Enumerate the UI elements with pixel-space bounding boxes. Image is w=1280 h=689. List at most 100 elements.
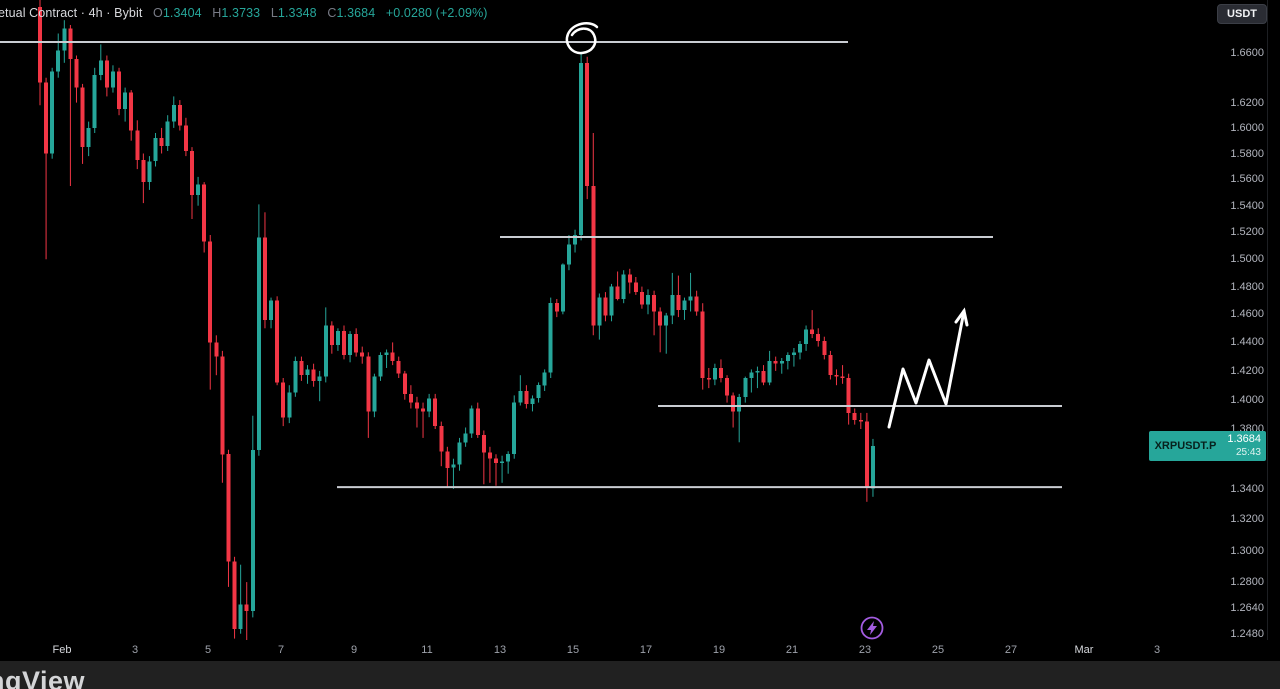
candle xyxy=(706,368,711,389)
candle xyxy=(384,349,389,368)
candle xyxy=(129,90,134,141)
time-tick-label: 13 xyxy=(493,644,507,656)
candle xyxy=(858,412,863,429)
candle xyxy=(725,375,730,403)
candle xyxy=(366,352,371,438)
candle xyxy=(165,115,170,151)
candle xyxy=(92,67,97,133)
candle xyxy=(846,373,851,425)
price-tick-label: 1.2800 xyxy=(1230,576,1264,588)
candle xyxy=(500,455,505,483)
candle xyxy=(342,325,346,360)
candle xyxy=(269,297,274,329)
candle xyxy=(153,133,158,167)
price-tick-label: 1.4600 xyxy=(1230,308,1264,320)
candle xyxy=(597,293,602,340)
lightning-bolt-icon[interactable] xyxy=(860,616,884,640)
scribble-circle-drawing[interactable] xyxy=(565,21,599,55)
candle xyxy=(712,363,717,386)
candle xyxy=(664,312,669,354)
candle xyxy=(348,331,353,363)
candle xyxy=(287,385,292,424)
candle xyxy=(244,582,249,640)
price-tick-label: 1.3400 xyxy=(1230,483,1264,495)
candle xyxy=(487,446,492,483)
price-tick-label: 1.5200 xyxy=(1230,226,1264,238)
time-tick-label: 15 xyxy=(566,644,580,656)
candle xyxy=(494,454,498,486)
low-label: L xyxy=(270,6,278,20)
symbol-title[interactable]: etual Contract · 4h · Bybit xyxy=(0,6,143,20)
candle xyxy=(718,359,723,383)
candle xyxy=(275,296,280,386)
candle xyxy=(226,449,231,587)
candle xyxy=(378,352,383,381)
candle xyxy=(700,303,705,390)
candle xyxy=(299,356,304,381)
candle xyxy=(98,44,103,81)
candle xyxy=(427,393,432,418)
candle xyxy=(281,378,286,427)
candlestick-chart-canvas[interactable] xyxy=(0,0,1280,640)
candle xyxy=(573,229,578,253)
candle xyxy=(177,100,182,131)
candle xyxy=(621,270,626,304)
candle xyxy=(196,176,201,206)
candle xyxy=(804,325,809,351)
time-scale[interactable]: Feb 3 5 7 9 11 13 15 17 19 21 23 25 27 Mar 3 xyxy=(0,640,1280,661)
currency-toggle-button[interactable]: USDT xyxy=(1217,4,1267,24)
time-tick-label: 17 xyxy=(639,644,653,656)
time-tick-label: 25 xyxy=(931,644,945,656)
candle xyxy=(554,299,559,318)
candle xyxy=(414,396,419,428)
candle xyxy=(852,408,857,425)
time-tick-label: Feb xyxy=(52,644,72,656)
time-tick-label: 21 xyxy=(785,644,799,656)
candle xyxy=(396,356,401,378)
candle xyxy=(767,350,772,386)
price-tick-label: 1.5400 xyxy=(1230,200,1264,212)
candle xyxy=(506,451,511,474)
last-price-value-box: 1.3684 25:43 xyxy=(1222,431,1266,461)
symbol-info-bar[interactable]: etual Contract · 4h · Bybit O1.3404 H1.3… xyxy=(0,6,488,20)
time-tick-label: Mar xyxy=(1074,644,1094,656)
candle xyxy=(311,363,316,387)
price-tick-label: 1.3000 xyxy=(1230,545,1264,557)
zigzag-arrow-drawing[interactable] xyxy=(887,309,966,429)
candle xyxy=(74,55,79,103)
candle xyxy=(536,382,541,403)
candle xyxy=(457,437,462,471)
candle xyxy=(646,289,650,315)
time-tick-label: 7 xyxy=(277,644,285,656)
candle xyxy=(694,290,699,316)
candle xyxy=(652,290,657,336)
price-tick-label: 1.3200 xyxy=(1230,513,1264,525)
candle xyxy=(524,385,529,409)
candle xyxy=(481,430,486,485)
candle xyxy=(816,328,821,347)
price-tick-label: 1.6200 xyxy=(1230,97,1264,109)
change-value: +0.0280 (+2.09%) xyxy=(385,6,488,20)
candle xyxy=(785,352,790,370)
candle xyxy=(372,373,377,418)
candle xyxy=(50,67,55,159)
tradingview-watermark[interactable]: ngView xyxy=(0,666,86,689)
price-scale[interactable]: 1.6600 1.6200 1.6000 1.5800 1.5600 1.5400 1.52… xyxy=(1165,0,1280,640)
candle xyxy=(445,446,450,488)
candle xyxy=(530,395,535,412)
candle xyxy=(123,87,128,122)
candle xyxy=(305,365,310,384)
candle xyxy=(864,412,869,502)
candle xyxy=(402,370,407,400)
candle xyxy=(822,336,827,360)
candle xyxy=(214,335,219,376)
candle xyxy=(743,376,748,403)
price-tick-label: 1.4000 xyxy=(1230,394,1264,406)
candle xyxy=(110,65,115,93)
candle xyxy=(293,356,298,397)
horizontal-level-lines[interactable] xyxy=(0,41,1062,489)
candle xyxy=(220,350,225,483)
open-value: 1.3404 xyxy=(162,6,202,20)
candle xyxy=(579,51,584,241)
candle xyxy=(44,77,49,260)
